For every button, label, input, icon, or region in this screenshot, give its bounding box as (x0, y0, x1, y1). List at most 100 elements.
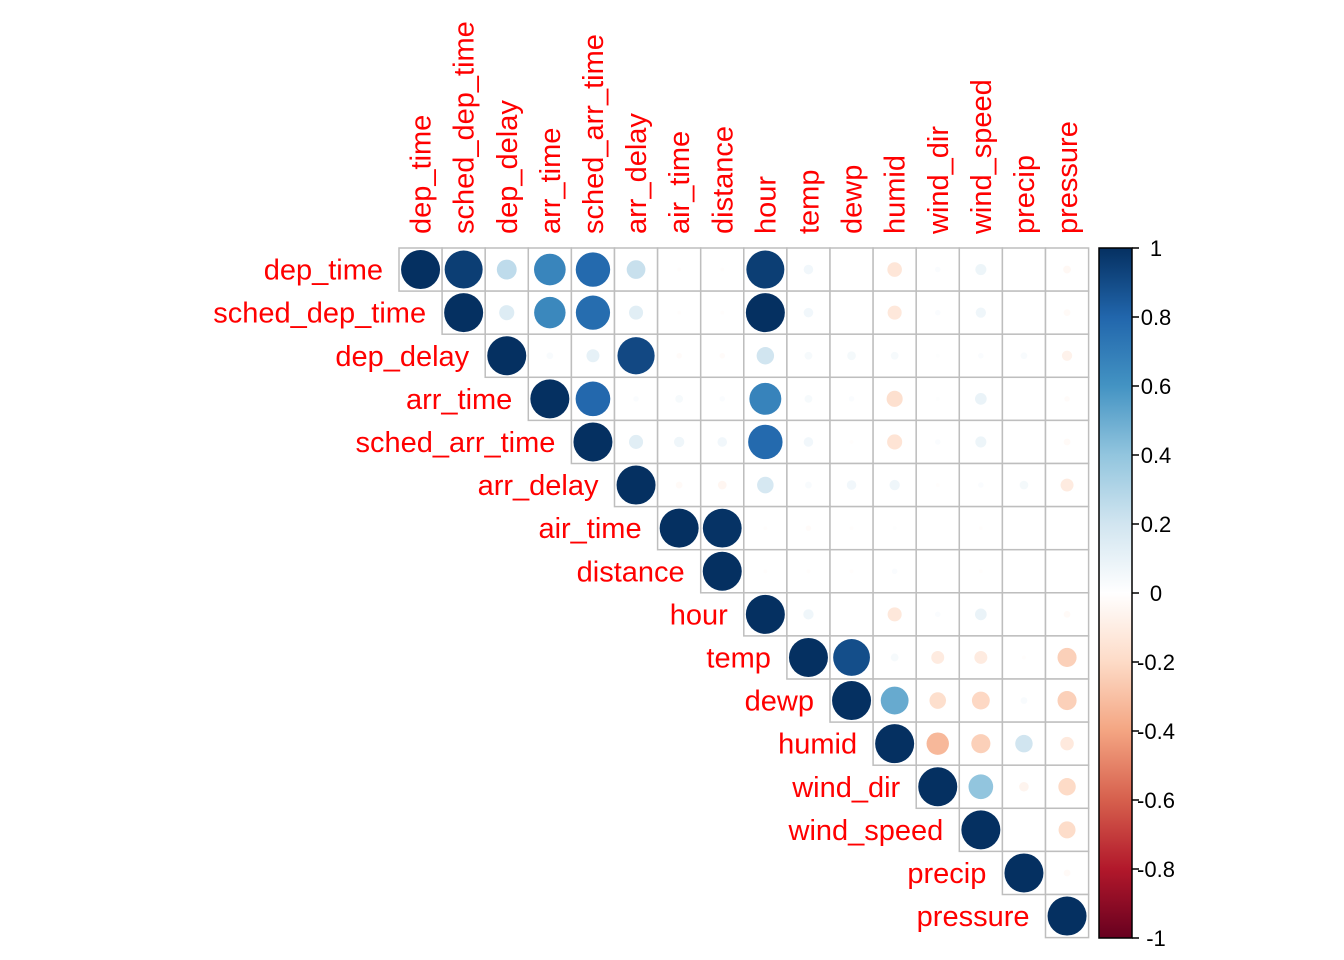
col-label-wind_dir: wind_dir (923, 126, 955, 235)
corr-circle-arr_time-air_time (675, 394, 684, 403)
corr-circle-arr_time-distance (719, 396, 726, 402)
colorbar-tick-label: 1 (1150, 236, 1162, 261)
corr-circle-air_time-wind_speed (978, 526, 983, 531)
cell-sched_dep_time-humid (872, 290, 917, 335)
color-legend: 1 0.8 0.6 0.4 0.2 0 -0.2 -0.4 -0.6 -0.8 -1 (1098, 236, 1175, 951)
row-label-distance: distance (577, 556, 685, 588)
corr-circle-dep_delay-arr_time (546, 352, 554, 360)
corr-circle-humid-humid (875, 724, 915, 764)
cell-wind_dir-precip (1001, 764, 1047, 810)
cell-dep_delay-wind_dir (915, 333, 961, 379)
cell-hour-precip (1001, 592, 1047, 637)
cell-wind_speed-wind_speed (958, 807, 1004, 853)
corr-circle-temp-humid (890, 653, 899, 662)
corr-circle-arr_delay-distance (717, 480, 727, 490)
corr-circle-sched_arr_time-wind_speed (975, 436, 987, 448)
col-label-dep_delay: dep_delay (492, 100, 524, 234)
corr-circle-dep_delay-distance (719, 352, 726, 359)
corr-circle-sched_dep_time-humid (887, 305, 902, 320)
cell-sched_dep_time-sched_arr_time (570, 290, 616, 335)
cell-air_time-air_time (656, 505, 702, 551)
cell-arr_delay-precip (1001, 462, 1047, 508)
cell-dep_delay-sched_arr_time (570, 333, 616, 379)
corr-circle-humid-pressure (1060, 736, 1074, 751)
corr-circle-wind_speed-wind_speed (961, 810, 1001, 850)
row-label-arr_time: arr_time (406, 384, 512, 416)
corr-circle-dep_time-dep_time (401, 250, 441, 290)
row-label-sched_arr_time: sched_arr_time (356, 427, 556, 459)
cell-dep_delay-air_time (656, 333, 702, 379)
cell-dep_time-arr_delay (613, 247, 659, 292)
cell-arr_time-wind_speed (958, 376, 1004, 422)
cell-distance-pressure (1044, 548, 1090, 594)
corr-circle-arr_delay-wind_speed (978, 482, 984, 488)
corr-circle-air_time-air_time (659, 508, 699, 548)
cell-dep_time-pressure (1044, 247, 1090, 292)
cell-air_time-dewp (829, 505, 874, 551)
corr-circle-sched_dep_time-arr_delay (629, 305, 644, 320)
cell-temp-wind_speed (958, 635, 1004, 680)
cell-arr_delay-temp (786, 462, 831, 508)
corr-circle-dewp-dewp (832, 681, 872, 721)
corr-circle-sched_arr_time-hour (748, 424, 783, 460)
corr-circle-dep_time-distance (720, 267, 725, 272)
cell-temp-humid (872, 635, 917, 680)
corr-circle-dewp-wind_speed (971, 691, 990, 710)
cell-arr_time-precip (1001, 376, 1047, 422)
cell-arr_delay-air_time (656, 462, 702, 508)
row-labels: dep_time sched_dep_time dep_delay arr_times… (213, 255, 1029, 934)
cell-dep_time-wind_speed (958, 247, 1004, 292)
cell-sched_dep_time-wind_speed (958, 290, 1004, 335)
cell-sched_dep_time-sched_dep_time (441, 290, 486, 335)
cell-sched_arr_time-distance (699, 419, 745, 465)
corr-circle-arr_time-hour (749, 382, 782, 415)
corr-circle-arr_delay-wind_dir (935, 483, 940, 487)
row-label-humid: humid (778, 729, 857, 761)
cell-sched_arr_time-air_time (656, 419, 702, 465)
cell-wind_dir-wind_dir (915, 764, 961, 810)
corr-circle-sched_dep_time-sched_dep_time (444, 293, 484, 333)
cell-dep_time-air_time (656, 247, 702, 292)
cell-dewp-wind_speed (958, 678, 1004, 723)
cell-dep_delay-precip (1001, 333, 1047, 379)
cell-air_time-hour (743, 505, 788, 551)
corr-circle-distance-distance (702, 551, 742, 591)
cell-dep_time-sched_arr_time (570, 247, 616, 292)
cell-hour-pressure (1044, 592, 1090, 637)
cell-dep_time-dep_time (398, 247, 443, 292)
colorbar-tick-label: 0.6 (1141, 374, 1172, 399)
cell-dep_delay-humid (872, 333, 917, 379)
col-label-arr_time: arr_time (535, 128, 567, 234)
cell-sched_arr_time-dewp (829, 419, 874, 465)
corr-circle-dep_delay-dep_delay (487, 336, 527, 376)
corr-circle-sched_dep_time-distance (720, 310, 725, 315)
corr-circle-arr_time-dewp (848, 396, 855, 402)
cell-temp-wind_dir (915, 635, 961, 680)
cell-dep_delay-pressure (1044, 333, 1090, 379)
cell-temp-temp (786, 635, 831, 680)
col-label-temp: temp (793, 170, 825, 234)
col-label-sched_dep_time: sched_dep_time (449, 21, 481, 234)
corr-circle-dep_delay-temp (804, 351, 813, 360)
corr-circle-arr_time-sched_arr_time (575, 381, 611, 417)
col-label-humid: humid (880, 155, 912, 234)
corr-circle-arr_time-pressure (1064, 396, 1070, 402)
corr-circle-air_time-dewp (849, 526, 854, 531)
cell-humid-wind_speed (958, 721, 1004, 766)
cell-arr_delay-humid (872, 462, 917, 508)
corr-circle-humid-wind_speed (971, 734, 991, 754)
cell-temp-precip (1001, 635, 1047, 680)
col-label-dep_time: dep_time (406, 115, 438, 234)
cell-sched_dep_time-distance (699, 290, 745, 335)
cell-arr_delay-dewp (829, 462, 874, 508)
cell-distance-wind_dir (915, 548, 961, 594)
row-label-temp: temp (706, 642, 770, 674)
cell-arr_time-arr_time (527, 376, 573, 422)
corr-circle-dep_delay-pressure (1061, 350, 1073, 361)
cell-arr_delay-hour (743, 462, 788, 508)
corr-circle-sched_arr_time-temp (803, 437, 814, 447)
cell-sched_dep_time-temp (786, 290, 831, 335)
correlation-cells (398, 247, 1090, 939)
corr-circle-wind_dir-wind_speed (968, 774, 994, 800)
corr-circle-dewp-humid (880, 686, 909, 715)
